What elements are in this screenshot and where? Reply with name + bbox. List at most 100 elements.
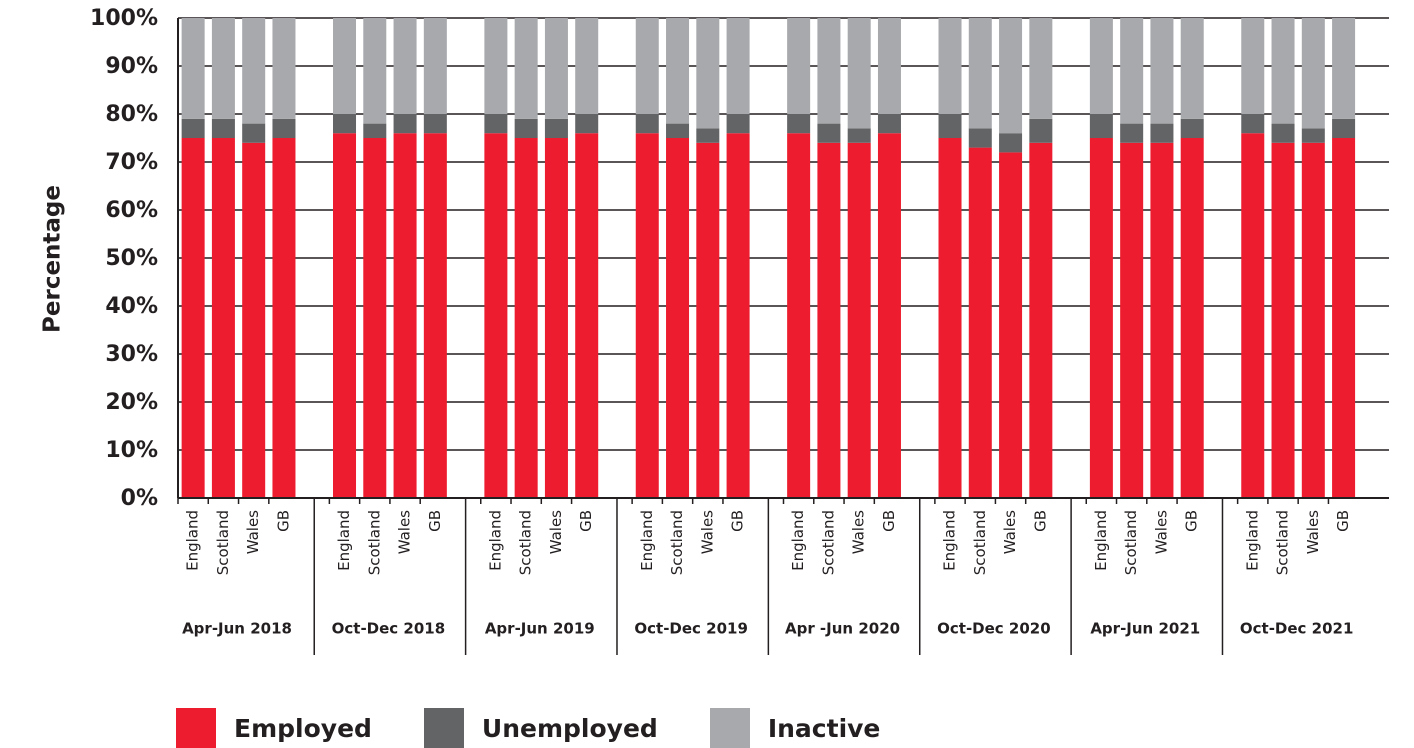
bar-inactive-england xyxy=(484,18,508,114)
bar-inactive-wales xyxy=(242,18,266,124)
x-category-label: Scotland xyxy=(668,510,686,575)
bar-employed-gb xyxy=(272,138,296,498)
bar-employed-england xyxy=(484,133,508,498)
legend-label-employed: Employed xyxy=(234,713,372,743)
bar-unemployed-gb xyxy=(575,114,599,134)
x-category-label: England xyxy=(638,510,656,571)
x-category-label: GB xyxy=(577,510,595,532)
bar-inactive-gb xyxy=(1029,18,1053,119)
period-label: Oct-Dec 2020 xyxy=(937,620,1051,638)
bar-inactive-england xyxy=(635,18,659,114)
bar-employed-scotland xyxy=(1271,142,1295,499)
x-category-label: Scotland xyxy=(1274,510,1292,575)
bar-unemployed-gb xyxy=(272,118,296,138)
y-tick-label: 90% xyxy=(105,54,158,79)
bar-employed-england xyxy=(787,133,811,498)
bar-inactive-gb xyxy=(575,18,599,114)
x-category-label: Scotland xyxy=(971,510,989,575)
period-label: Oct-Dec 2018 xyxy=(332,620,446,638)
x-category-label: GB xyxy=(880,510,898,532)
bar-unemployed-england xyxy=(333,114,357,134)
y-axis-title: Percentage xyxy=(40,185,66,333)
bar-employed-england xyxy=(181,138,205,498)
bar-unemployed-scotland xyxy=(1120,123,1144,143)
x-category-label: Wales xyxy=(547,510,565,554)
legend-label-inactive: Inactive xyxy=(767,713,881,743)
period-label: Apr-Jun 2019 xyxy=(485,620,595,638)
bar-unemployed-gb xyxy=(1029,118,1053,143)
stacked-bar-chart: Percentage 0% 10% 20% 30% 40% 50% 60% 70% 80% 90%… xyxy=(40,6,1389,655)
legend-item-inactive: Inactive xyxy=(709,708,881,748)
y-tick-label: 10% xyxy=(105,438,158,463)
bar-inactive-wales xyxy=(847,18,871,129)
x-category-label: Wales xyxy=(1152,510,1170,554)
bar-unemployed-wales xyxy=(242,123,266,143)
x-category-label: GB xyxy=(274,510,292,532)
bar-unemployed-scotland xyxy=(211,118,235,138)
x-category-label: Scotland xyxy=(819,510,837,575)
x-category-label: Wales xyxy=(850,510,868,554)
x-category-label: GB xyxy=(1031,510,1049,532)
bar-employed-scotland xyxy=(968,147,992,498)
period-label: Oct-Dec 2019 xyxy=(634,620,748,638)
legend-item-unemployed: Unemployed xyxy=(423,708,658,748)
x-category-label: England xyxy=(184,510,202,571)
bar-inactive-gb xyxy=(1332,18,1356,119)
y-tick-label: 20% xyxy=(105,390,158,415)
bar-employed-gb xyxy=(726,133,750,498)
bar-inactive-england xyxy=(181,18,205,119)
x-category-label: Scotland xyxy=(517,510,535,575)
bar-unemployed-wales xyxy=(847,128,871,143)
x-category-label: Scotland xyxy=(214,510,232,575)
period-label: Apr-Jun 2021 xyxy=(1090,620,1200,638)
bar-inactive-wales xyxy=(393,18,417,114)
bar-inactive-wales xyxy=(696,18,720,129)
bar-inactive-england xyxy=(1089,18,1113,114)
bar-unemployed-wales xyxy=(999,133,1023,153)
x-category-label: England xyxy=(789,510,807,571)
y-tick-label: 40% xyxy=(105,294,158,319)
x-category-label: England xyxy=(1092,510,1110,571)
bar-inactive-gb xyxy=(272,18,296,119)
bar-unemployed-wales xyxy=(696,128,720,143)
bar-unemployed-scotland xyxy=(514,118,538,138)
bar-employed-wales xyxy=(544,138,568,498)
y-tick-label: 100% xyxy=(90,6,158,31)
bar-inactive-wales xyxy=(999,18,1023,134)
bar-inactive-wales xyxy=(1301,18,1325,129)
axes xyxy=(177,18,1389,655)
x-category-label: Scotland xyxy=(1122,510,1140,575)
bar-unemployed-wales xyxy=(393,114,417,134)
axis-labels: Percentage 0% 10% 20% 30% 40% 50% 60% 70% 80% 90%… xyxy=(40,6,1354,638)
bar-employed-england xyxy=(635,133,659,498)
bar-employed-scotland xyxy=(363,138,387,498)
legend-swatch-employed xyxy=(176,708,216,748)
x-category-label: Wales xyxy=(698,510,716,554)
x-category-label: GB xyxy=(426,510,444,532)
x-category-label: England xyxy=(486,510,504,571)
bar-unemployed-wales xyxy=(1301,128,1325,143)
bar-inactive-scotland xyxy=(817,18,841,124)
bars xyxy=(181,18,1356,499)
bar-unemployed-england xyxy=(181,118,205,138)
bar-inactive-wales xyxy=(1150,18,1174,124)
bar-employed-scotland xyxy=(211,138,235,498)
y-tick-label: 70% xyxy=(105,150,158,175)
x-category-label: England xyxy=(335,510,353,571)
bar-unemployed-england xyxy=(1089,114,1113,138)
x-category-label: GB xyxy=(1334,510,1352,532)
bar-unemployed-scotland xyxy=(363,123,387,138)
bar-employed-scotland xyxy=(1120,142,1144,499)
bar-unemployed-england xyxy=(1241,114,1265,134)
bar-employed-gb xyxy=(877,133,901,498)
x-category-label: GB xyxy=(729,510,747,532)
bar-inactive-gb xyxy=(726,18,750,114)
bar-employed-scotland xyxy=(817,142,841,499)
bar-employed-england xyxy=(333,133,357,498)
x-category-label: Wales xyxy=(396,510,414,554)
period-label: Oct-Dec 2021 xyxy=(1240,620,1354,638)
bar-unemployed-england xyxy=(787,114,811,134)
bar-employed-scotland xyxy=(514,138,538,498)
bar-unemployed-england xyxy=(938,114,962,138)
bar-employed-wales xyxy=(393,133,417,498)
